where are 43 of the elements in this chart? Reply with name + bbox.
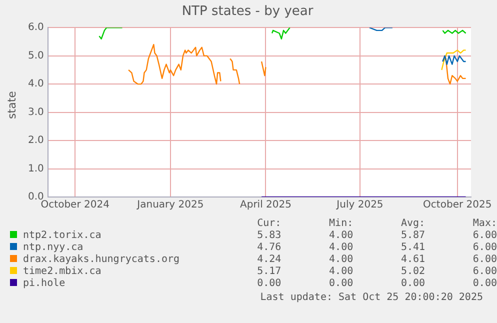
y-tick-label: 3.0 bbox=[28, 106, 44, 118]
text: 5.87 bbox=[400, 230, 426, 242]
text: 4.76 bbox=[256, 242, 282, 254]
x-tick-label: April 2025 bbox=[240, 200, 292, 211]
text: 4.00 bbox=[328, 266, 354, 278]
text: Cur: bbox=[256, 218, 282, 230]
x-tick-label: July 2025 bbox=[336, 200, 384, 211]
text: 4.24 bbox=[256, 254, 282, 266]
text: 0.00 bbox=[256, 278, 282, 290]
y-tick-label: 4.0 bbox=[28, 78, 44, 90]
x-tick-label: January 2025 bbox=[136, 200, 204, 211]
text: Last update: Sat Oct 25 20:00:20 2025 bbox=[260, 292, 483, 303]
y-tick-label: 6.0 bbox=[28, 22, 44, 34]
text: 4.61 bbox=[400, 254, 426, 266]
text: Avg: bbox=[400, 218, 426, 230]
legend-label: time2.mbix.ca bbox=[22, 266, 102, 278]
legend-label: ntp.nyy.ca bbox=[22, 242, 84, 254]
legend-label: pi.hole bbox=[22, 278, 66, 290]
text: 0.00 bbox=[472, 278, 497, 290]
text: 6.00 bbox=[472, 266, 497, 278]
text: 4.00 bbox=[328, 254, 354, 266]
text: 0.00 bbox=[328, 278, 354, 290]
text: 4.00 bbox=[328, 230, 354, 242]
text: 5.83 bbox=[256, 230, 282, 242]
text: Min: bbox=[328, 218, 354, 230]
text: 5.17 bbox=[256, 266, 282, 278]
y-tick-label: 1.0 bbox=[28, 163, 44, 174]
x-tick-label: October 2024 bbox=[40, 200, 110, 211]
text: 6.00 bbox=[472, 230, 497, 242]
x-tick-label: October 2025 bbox=[423, 200, 492, 211]
y-axis-title: state bbox=[5, 91, 18, 119]
text: 4.00 bbox=[328, 242, 354, 254]
text: 5.41 bbox=[400, 242, 426, 254]
text: 6.00 bbox=[472, 254, 497, 266]
y-tick-label: 2.0 bbox=[28, 135, 44, 146]
text: 6.00 bbox=[472, 242, 497, 254]
text: Max: bbox=[472, 218, 497, 230]
chart-title: NTP states - by year bbox=[182, 4, 314, 20]
y-tick-label: 5.0 bbox=[28, 50, 44, 62]
text: 0.00 bbox=[400, 278, 426, 290]
legend-label: ntp2.torix.ca bbox=[22, 230, 102, 242]
legend-label: drax.kayaks.hungrycats.org bbox=[22, 254, 181, 266]
text: 5.02 bbox=[400, 266, 426, 278]
